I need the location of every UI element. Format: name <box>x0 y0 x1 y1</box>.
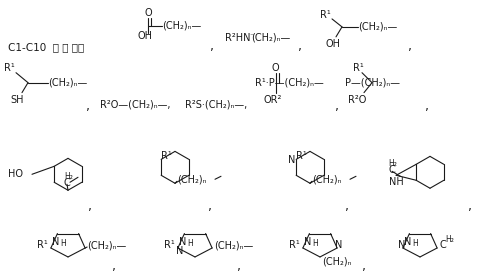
Text: N: N <box>176 246 183 256</box>
Text: H₂: H₂ <box>445 235 454 244</box>
Text: R¹: R¹ <box>37 240 48 250</box>
Text: ,: , <box>408 40 412 53</box>
Text: (CH₂)ₙ—: (CH₂)ₙ— <box>87 240 126 250</box>
Text: ,: , <box>208 200 212 213</box>
Text: P—(CH₂)ₙ—: P—(CH₂)ₙ— <box>345 78 400 88</box>
Text: N: N <box>179 236 187 246</box>
Text: ,: , <box>425 100 429 113</box>
Text: (CH₂)ₙ—: (CH₂)ₙ— <box>251 33 290 43</box>
Text: C1-C10  的 烷 基，: C1-C10 的 烷 基， <box>8 42 84 52</box>
Text: R²O: R²O <box>348 95 366 104</box>
Text: OH: OH <box>325 39 340 49</box>
Text: N: N <box>398 240 405 250</box>
Text: OH: OH <box>137 31 152 41</box>
Text: OR²: OR² <box>264 95 282 104</box>
Text: ,: , <box>210 40 214 53</box>
Text: R²S·(CH₂)ₙ—,: R²S·(CH₂)ₙ—, <box>185 100 247 109</box>
Text: N: N <box>404 236 412 246</box>
Text: ,: , <box>112 260 116 273</box>
Text: H: H <box>313 239 318 248</box>
Text: H: H <box>412 239 418 248</box>
Text: SH: SH <box>10 95 23 104</box>
Text: ,: , <box>298 40 302 53</box>
Text: H₂: H₂ <box>388 159 397 168</box>
Text: H: H <box>187 239 193 248</box>
Text: N: N <box>288 155 296 165</box>
Text: C: C <box>388 165 395 175</box>
Text: H₂: H₂ <box>64 172 73 181</box>
Text: R²O—(CH₂)ₙ—,: R²O—(CH₂)ₙ—, <box>100 100 170 109</box>
Text: (CH₂)ₙ—: (CH₂)ₙ— <box>214 240 253 250</box>
Text: R¹·P—(CH₂)ₙ—: R¹·P—(CH₂)ₙ— <box>255 78 324 88</box>
Text: (CH₂)ₙ—: (CH₂)ₙ— <box>358 22 397 32</box>
Text: R¹: R¹ <box>161 151 172 161</box>
Text: R²HN: R²HN <box>225 33 250 43</box>
Text: N: N <box>335 240 342 250</box>
Text: ,: , <box>468 200 472 213</box>
Text: ⁻: ⁻ <box>249 31 253 40</box>
Text: (CH₂)ₙ: (CH₂)ₙ <box>322 257 352 267</box>
Text: H: H <box>60 239 66 248</box>
Text: R¹: R¹ <box>320 10 331 20</box>
Text: C: C <box>439 240 446 250</box>
Text: (CH₂)ₙ—: (CH₂)ₙ— <box>48 78 87 88</box>
Text: C: C <box>64 178 71 188</box>
Text: R¹: R¹ <box>353 63 364 73</box>
Text: (CH₂)ₙ—: (CH₂)ₙ— <box>162 21 201 31</box>
Text: R¹: R¹ <box>164 240 175 250</box>
Text: (CH₂)ₙ: (CH₂)ₙ <box>312 174 341 184</box>
Text: ,: , <box>345 200 349 213</box>
Text: ,: , <box>335 100 339 113</box>
Text: ,: , <box>237 260 241 273</box>
Text: O: O <box>144 8 152 18</box>
Text: N: N <box>53 236 60 246</box>
Text: NH: NH <box>389 177 404 187</box>
Text: O: O <box>271 63 279 73</box>
Text: ,: , <box>362 260 366 273</box>
Text: ,: , <box>86 100 90 113</box>
Text: HO: HO <box>8 169 23 179</box>
Text: R¹: R¹ <box>289 240 300 250</box>
Text: R¹: R¹ <box>4 63 15 73</box>
Text: R¹: R¹ <box>296 151 307 161</box>
Text: (CH₂)ₙ: (CH₂)ₙ <box>177 174 206 184</box>
Text: N: N <box>304 236 312 246</box>
Text: ,: , <box>88 200 92 213</box>
